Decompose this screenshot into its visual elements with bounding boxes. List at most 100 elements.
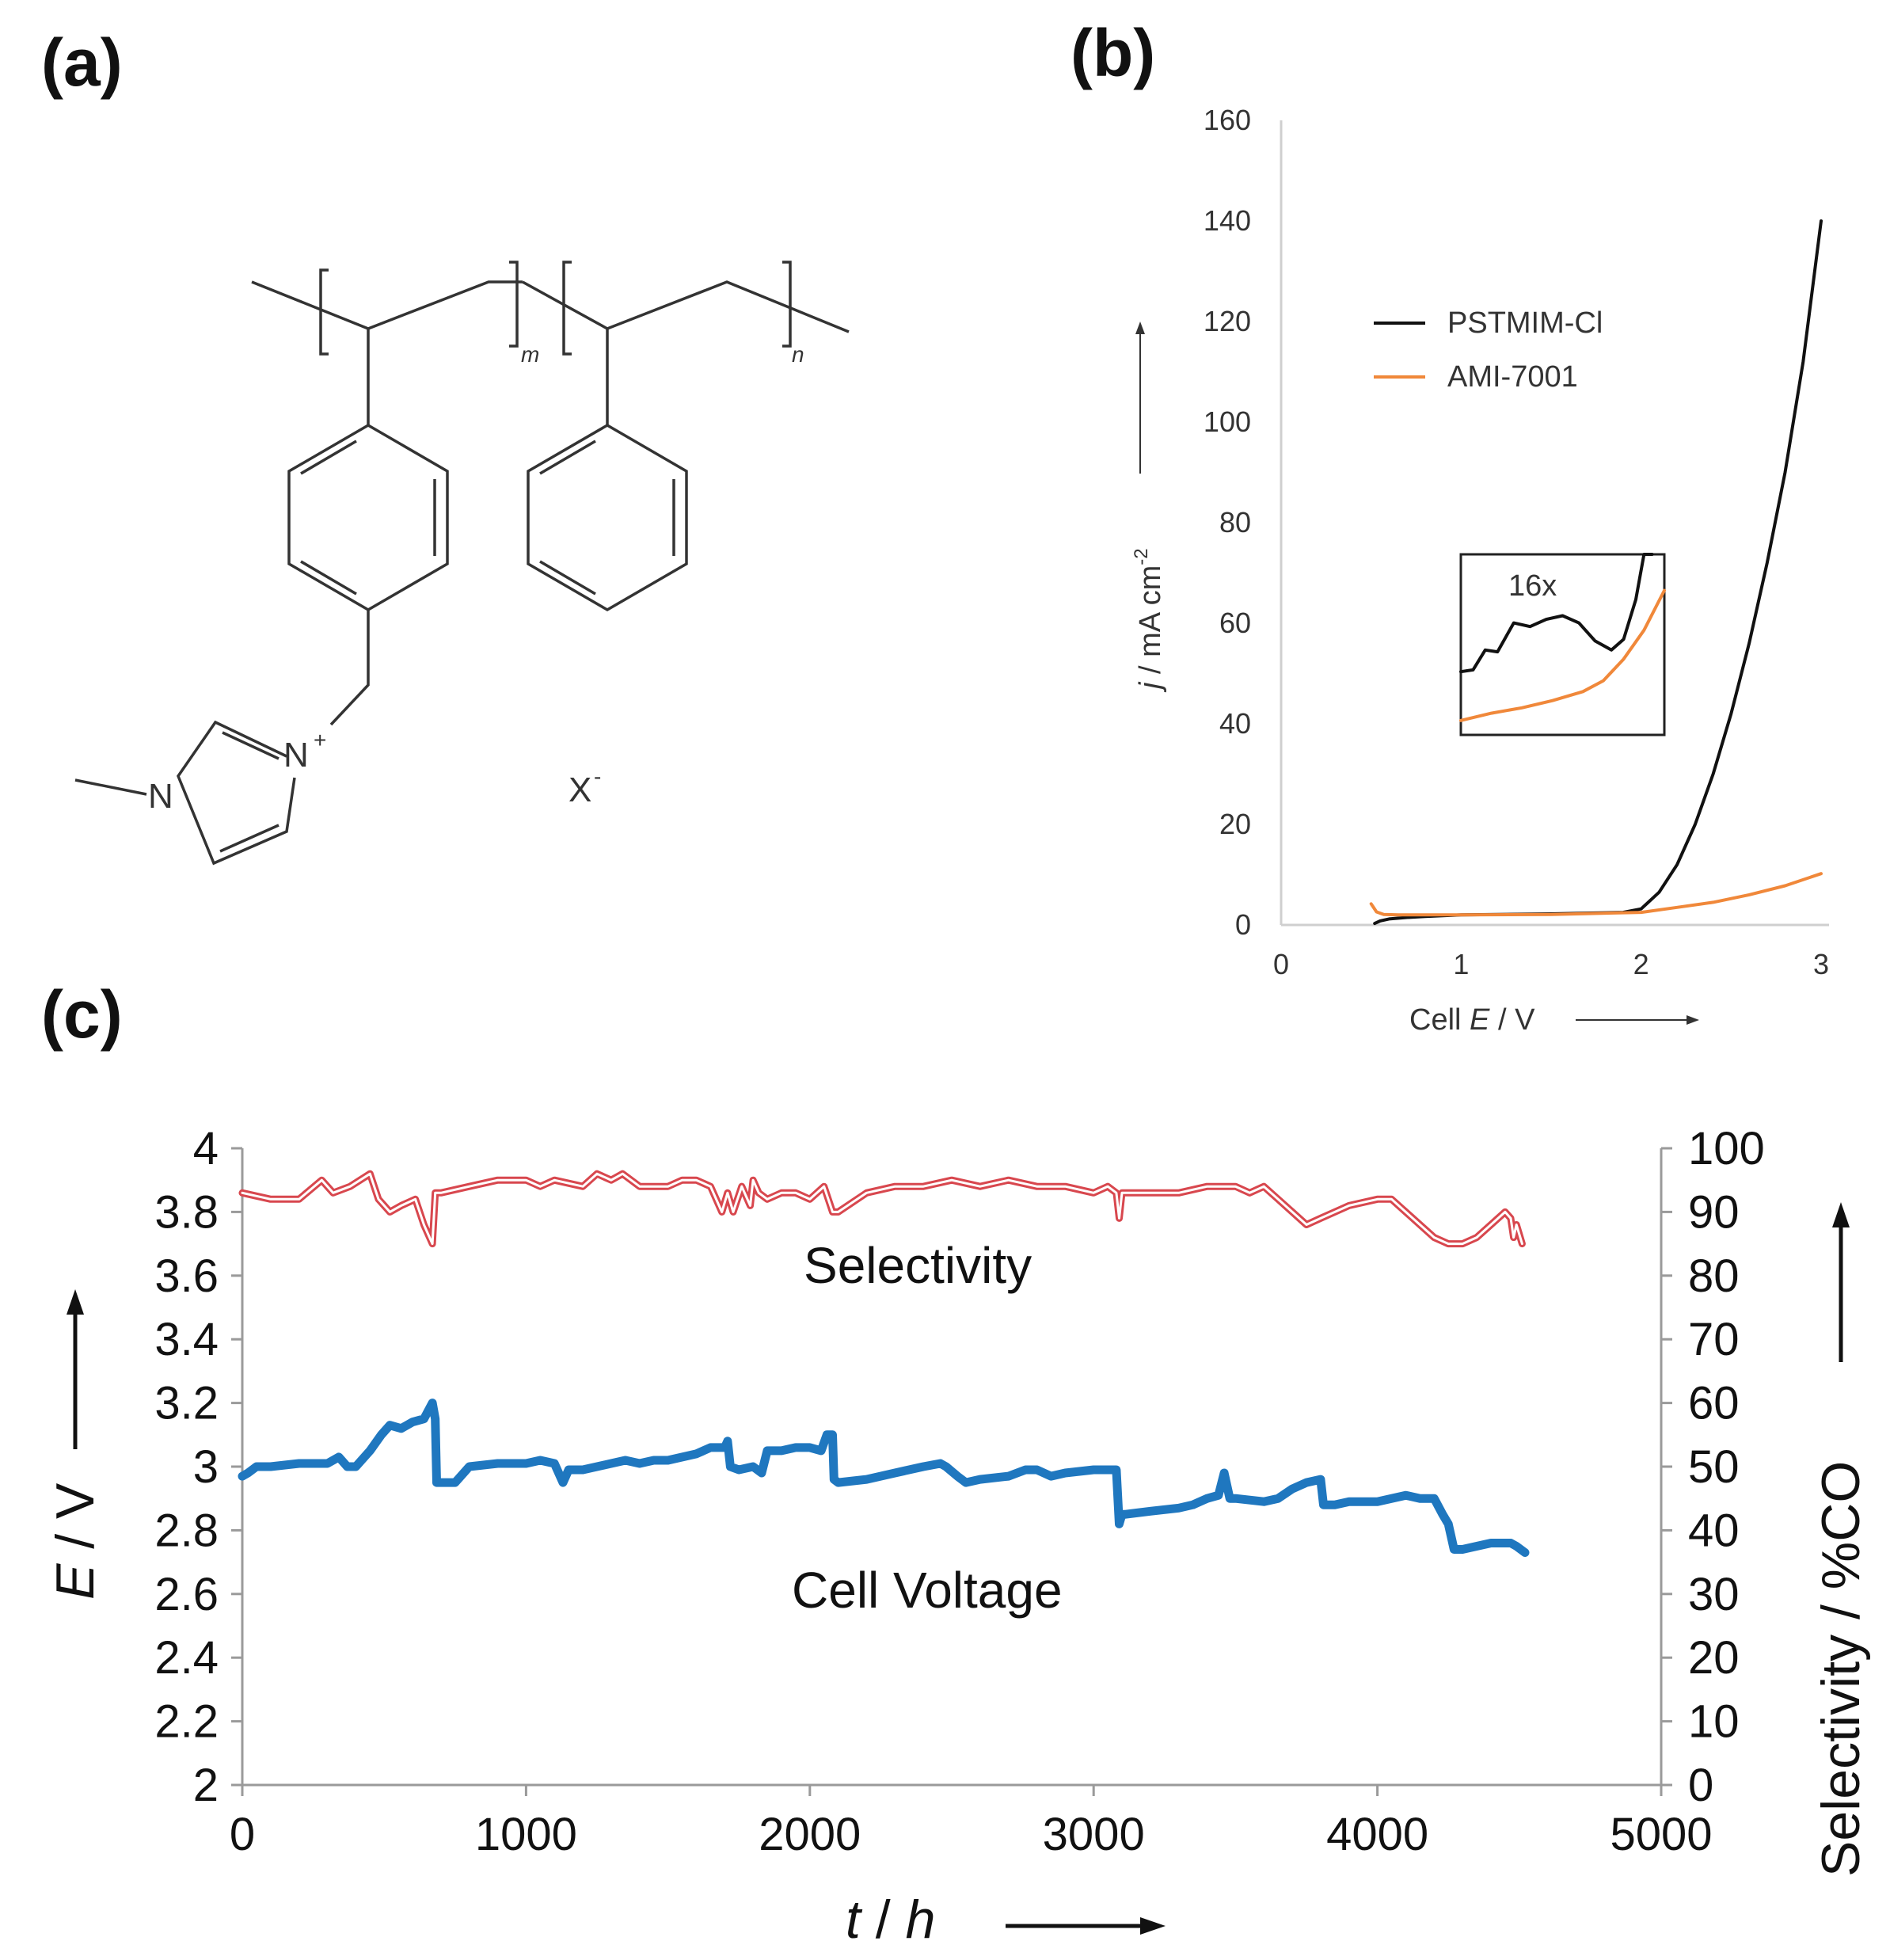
b-x-tick-label: 0 xyxy=(1273,948,1289,980)
c-y2-tick-label: 70 xyxy=(1688,1314,1740,1365)
annotation-selectivity: Selectivity xyxy=(804,1237,1032,1294)
backbone-m xyxy=(251,280,523,330)
bracket-n-open xyxy=(562,261,572,356)
c-y-tick-label: 4 xyxy=(193,1123,219,1174)
benzene-ring-2-double-bonds xyxy=(539,440,675,596)
c-ylabel-suffix: / V xyxy=(45,1482,105,1564)
c-y-tick-label: 3.8 xyxy=(154,1186,219,1238)
subscript-n: n xyxy=(792,342,804,367)
b-y-axis-arrow xyxy=(1135,322,1145,474)
c-y-axis-arrow xyxy=(67,1289,84,1449)
imidazolium-ring xyxy=(177,720,296,866)
nitrogen-cationic: N xyxy=(283,736,309,774)
b-ylabel-text: / mA cm xyxy=(1134,565,1167,683)
bracket-m-close xyxy=(509,261,519,348)
c-x-tick-label: 0 xyxy=(230,1809,255,1860)
c-y2-tick-label: 40 xyxy=(1688,1505,1740,1556)
positive-charge: + xyxy=(314,728,326,752)
panel-b-label: (b) xyxy=(1070,16,1155,90)
benzene-ring-1-double-bonds xyxy=(300,440,436,596)
anion-charge: - xyxy=(594,764,601,789)
b-xlabel-prefix: Cell xyxy=(1409,1003,1470,1037)
c-x-tick-label: 2000 xyxy=(759,1809,861,1860)
b-y-tick-label: 80 xyxy=(1219,506,1251,539)
benzene-ring-2 xyxy=(527,423,688,612)
c-series-line-cell-voltage xyxy=(238,1399,1530,1557)
imidazolium-double-bonds xyxy=(219,731,280,853)
c-y2-tick-label: 20 xyxy=(1688,1632,1740,1684)
c-series-line-selectivity-highlight xyxy=(241,1172,1523,1246)
b-inset: 16x xyxy=(1459,553,1666,736)
c-y-tick-label: 3.6 xyxy=(154,1250,219,1302)
c-right-ticks: 0 10 20 30 40 50 60 70 80 90 100 xyxy=(1661,1123,1765,1811)
c-x-tick-label: 3000 xyxy=(1043,1809,1145,1860)
c-x-axis-label: t / h xyxy=(846,1890,935,1950)
inset-line-ami-7001 xyxy=(1459,588,1666,722)
c-x-tick-label: 1000 xyxy=(475,1809,577,1860)
panel-a: (a) m n N + N X xyxy=(41,25,850,866)
c-y2-tick-label: 90 xyxy=(1688,1186,1740,1238)
annotation-cell-voltage: Cell Voltage xyxy=(792,1562,1063,1619)
c-xlabel-suffix: / xyxy=(861,1890,906,1950)
b-series-line-ami-7001 xyxy=(1369,872,1823,917)
c-y-tick-label: 3 xyxy=(193,1441,219,1493)
c-y-tick-label: 2.8 xyxy=(154,1505,219,1556)
inset-frame xyxy=(1459,553,1666,736)
c-x-axis-arrow xyxy=(1006,1917,1166,1935)
c-y2-tick-label: 60 xyxy=(1688,1378,1740,1429)
b-series-line-pstmim-cl xyxy=(1373,219,1823,926)
c-y-axis-label: E / V xyxy=(45,1482,105,1600)
c-xlabel-var: t xyxy=(846,1890,863,1950)
inset-series xyxy=(1459,553,1666,722)
c-y-tick-label: 2.2 xyxy=(154,1696,219,1748)
c-x-tick-label: 5000 xyxy=(1610,1809,1712,1860)
panel-a-label: (a) xyxy=(41,25,123,100)
b-x-tick-label: 2 xyxy=(1633,948,1649,980)
b-y-tick-label: 160 xyxy=(1204,104,1251,136)
b-y-tick-label: 100 xyxy=(1204,405,1251,438)
b-x-tick-label: 1 xyxy=(1453,948,1469,980)
c-y2-axis-arrow xyxy=(1832,1202,1850,1362)
c-y-tick-label: 2.4 xyxy=(154,1632,219,1684)
c-y-tick-label: 3.2 xyxy=(154,1378,219,1429)
b-y-axis-label: j / mA cm-2 xyxy=(1131,548,1167,693)
c-ylabel-var: E xyxy=(45,1563,105,1600)
inset-line-pstmim-cl xyxy=(1459,553,1654,674)
b-y-tick-label: 120 xyxy=(1204,305,1251,337)
anion-label: X xyxy=(569,771,591,809)
c-x-ticks: 0 1000 2000 3000 4000 5000 xyxy=(230,1785,1713,1860)
c-xlabel-unit: h xyxy=(906,1890,936,1950)
b-y-tick-label: 0 xyxy=(1235,908,1251,941)
c-y2-tick-label: 0 xyxy=(1688,1760,1713,1811)
c-y2-tick-label: 80 xyxy=(1688,1250,1740,1302)
methyl-bond xyxy=(74,778,147,796)
c-y-tick-label: 3.4 xyxy=(154,1314,219,1365)
c-y2-tick-label: 30 xyxy=(1688,1569,1740,1620)
inset-label: 16x xyxy=(1508,569,1557,603)
legend-label-ami: AMI-7001 xyxy=(1447,360,1578,394)
c-y2-tick-label: 10 xyxy=(1688,1696,1740,1748)
b-x-ticks: 0 1 2 3 xyxy=(1273,948,1829,980)
b-series xyxy=(1369,219,1823,926)
bracket-n-close xyxy=(782,261,792,348)
c-left-ticks: 2 2.2 2.4 2.6 2.8 3 3.2 3.4 3.6 3.8 4 xyxy=(154,1123,242,1811)
c-y-tick-label: 2.6 xyxy=(154,1569,219,1620)
b-x-tick-label: 3 xyxy=(1813,948,1829,980)
subscript-m: m xyxy=(521,342,539,367)
panel-c: (c) 2 2.2 2.4 2.6 2.8 3 3.2 3.4 3.6 3.8 4 0 10 20 30 4… xyxy=(41,977,1871,1950)
b-legend: PSTMIM-Cl AMI-7001 xyxy=(1374,306,1603,394)
b-x-axis-label: Cell E / V xyxy=(1409,1003,1535,1037)
c-series xyxy=(238,1170,1530,1557)
panel-c-label: (c) xyxy=(41,977,123,1052)
b-y-tick-label: 20 xyxy=(1219,808,1251,840)
legend-label-pstmim: PSTMIM-Cl xyxy=(1447,306,1603,340)
b-y-tick-label: 40 xyxy=(1219,707,1251,740)
c-y2-tick-label: 50 xyxy=(1688,1441,1740,1493)
c-y-tick-label: 2 xyxy=(193,1760,219,1811)
b-y-tick-label: 60 xyxy=(1219,607,1251,639)
nitrogen-methyl: N xyxy=(148,777,173,816)
c-y2-tick-label: 100 xyxy=(1688,1123,1765,1174)
b-y-tick-label: 140 xyxy=(1204,204,1251,237)
polymer-structure xyxy=(74,261,850,866)
